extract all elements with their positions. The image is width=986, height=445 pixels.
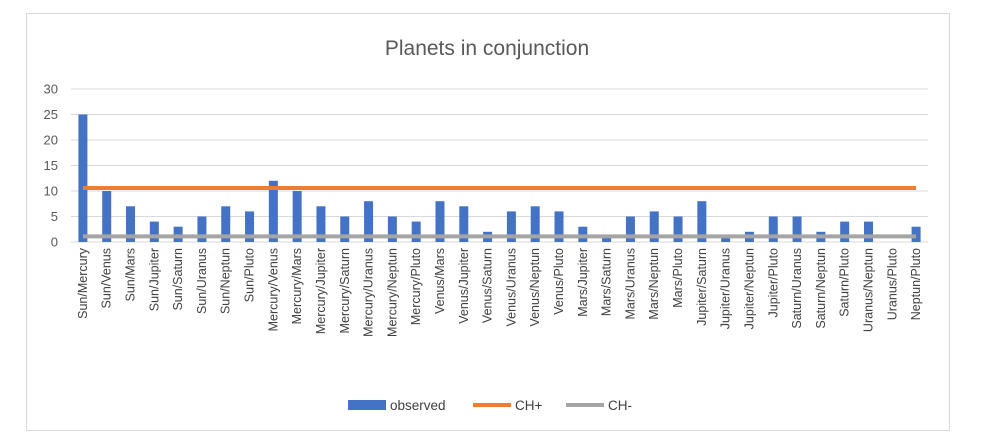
bar	[126, 206, 136, 242]
legend-label: observed	[390, 398, 446, 413]
x-tick-label: Jupiter/Pluto	[766, 248, 780, 318]
bar	[197, 216, 207, 242]
y-tick-label: 5	[51, 209, 58, 224]
bar	[268, 180, 278, 242]
bar	[78, 114, 88, 242]
x-tick-label: Jupiter/Saturn	[695, 248, 709, 326]
bar	[530, 206, 540, 242]
bar	[221, 206, 231, 242]
bar	[364, 201, 374, 242]
legend-label: CH+	[515, 398, 542, 413]
x-tick-label: Sun/Neptun	[219, 248, 233, 314]
bar	[149, 221, 159, 242]
bar	[316, 206, 326, 242]
x-tick-label: Sun/Uranus	[195, 248, 209, 314]
bar	[697, 201, 707, 242]
x-tick-label: Venus/Jupiter	[457, 248, 471, 324]
bar	[411, 221, 421, 242]
x-tick-label: Sun/Mercury	[76, 247, 90, 319]
bar-series	[78, 114, 921, 242]
gridlines	[71, 88, 928, 243]
x-tick-label: Mercury/Mars	[290, 248, 304, 324]
x-tick-label: Mercury/Venus	[266, 248, 280, 331]
x-tick-label: Mars/Jupiter	[576, 248, 590, 317]
bar	[840, 221, 850, 242]
bar	[387, 216, 397, 242]
legend-swatch	[348, 400, 386, 410]
x-tick-label: Mercury/Uranus	[362, 248, 376, 337]
y-tick-label: 20	[44, 133, 58, 148]
line-series	[82, 185, 917, 239]
bar	[863, 221, 873, 242]
x-tick-label: Venus/Mars	[433, 248, 447, 314]
y-tick-label: 30	[44, 82, 58, 97]
bar	[459, 206, 469, 242]
bar	[721, 236, 731, 242]
bar	[768, 216, 778, 242]
bar	[649, 211, 659, 242]
y-tick-label: 10	[44, 184, 58, 199]
x-tick-label: Saturn/Neptun	[814, 248, 828, 329]
bar	[173, 226, 183, 242]
bar	[292, 191, 302, 242]
x-tick-label: Venus/Pluto	[552, 248, 566, 315]
x-tick-label: Sun/Jupiter	[147, 248, 161, 311]
x-tick-label: Jupiter/Neptun	[742, 248, 756, 329]
x-tick-label: Uranus/Pluto	[885, 248, 899, 320]
x-tick-label: Mercury/Pluto	[409, 248, 423, 325]
x-tick-label: Mars/Uranus	[623, 248, 637, 320]
x-tick-label: Uranus/Neptun	[861, 248, 875, 332]
x-tick-label: Neptun/Pluto	[909, 248, 923, 320]
bar	[625, 216, 635, 242]
bar	[245, 211, 255, 242]
bar	[578, 226, 588, 242]
x-tick-label: Mars/Neptun	[647, 248, 661, 320]
x-tick-label: Venus/Uranus	[504, 248, 518, 327]
x-tick-label: Saturn/Uranus	[790, 248, 804, 329]
x-tick-label: Sun/Pluto	[243, 248, 257, 302]
bar	[340, 216, 350, 242]
bar	[673, 216, 683, 242]
bar	[602, 236, 612, 242]
bar	[102, 191, 112, 242]
x-tick-label: Saturn/Pluto	[838, 248, 852, 317]
y-axis-ticks: 0 5 10 15 20 25 30	[44, 82, 58, 250]
x-tick-label: Venus/Saturn	[481, 248, 495, 323]
x-tick-label: Venus/Neptun	[528, 248, 542, 327]
y-tick-label: 0	[51, 235, 58, 250]
legend-label: CH-	[608, 398, 632, 413]
x-tick-label: Mars/Pluto	[671, 248, 685, 308]
x-tick-label: Jupiter/Uranus	[719, 248, 733, 329]
x-tick-label: Mars/Saturn	[600, 248, 614, 316]
chart-title: Planets in conjunction	[385, 37, 589, 60]
bar	[792, 216, 802, 242]
x-tick-label: Mercury/Saturn	[338, 248, 352, 333]
legend: observed CH+ CH-	[348, 398, 632, 413]
x-tick-label: Mercury/Neptun	[385, 248, 399, 337]
bar	[506, 211, 516, 242]
x-tick-label: Sun/Venus	[100, 248, 114, 308]
x-axis-ticks: Sun/Mercury Sun/Venus Sun/Mars Sun/Jupiter S…	[76, 247, 923, 337]
bar	[435, 201, 445, 242]
y-tick-label: 25	[44, 107, 58, 122]
x-tick-label: Mercury/Jupiter	[314, 248, 328, 334]
bar	[911, 226, 921, 242]
x-tick-label: Sun/Saturn	[171, 248, 185, 311]
y-tick-label: 15	[44, 158, 58, 173]
x-tick-label: Sun/Mars	[124, 248, 138, 302]
bar	[554, 211, 564, 242]
